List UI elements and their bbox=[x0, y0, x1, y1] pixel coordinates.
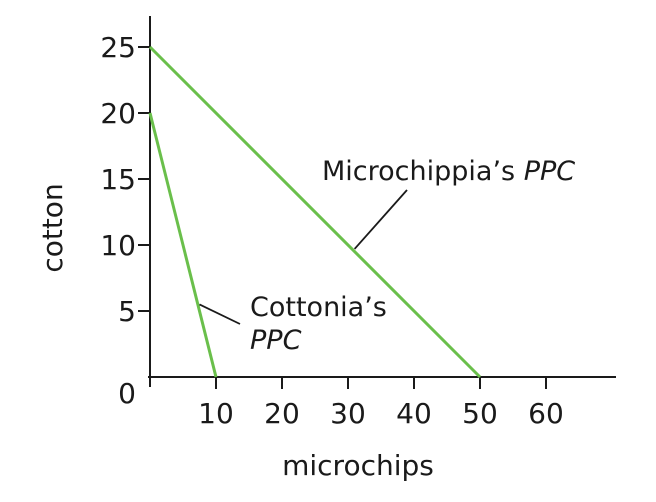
y-tick-label-20: 20 bbox=[100, 97, 136, 130]
x-axis-label: microchips bbox=[282, 449, 434, 482]
x-tick-label-60: 60 bbox=[528, 397, 564, 430]
series-layer bbox=[148, 45, 482, 379]
x-tick-label-50: 50 bbox=[462, 397, 498, 430]
x-tick-label-20: 20 bbox=[264, 397, 300, 430]
microchippia-ppc-line bbox=[148, 45, 482, 379]
microchippia-ppc-label-em: PPC bbox=[524, 156, 576, 187]
y-tick-label-25: 25 bbox=[100, 31, 136, 64]
y-tick-label-15: 15 bbox=[100, 163, 136, 196]
x-tick-label-10: 10 bbox=[198, 397, 234, 430]
cottonia-ppc-line bbox=[148, 112, 218, 378]
x-tick-label-30: 30 bbox=[330, 397, 366, 430]
y-axis-label: cotton bbox=[36, 183, 69, 272]
y-tick-label-10: 10 bbox=[100, 229, 136, 262]
cottonia-leader-line bbox=[199, 303, 241, 325]
microchippia-ppc-label-main: Microchippia’s bbox=[322, 156, 524, 187]
microchippia-ppc-label: Microchippia’s PPC bbox=[322, 156, 575, 187]
cottonia-ppc-label-em: PPC bbox=[250, 325, 302, 356]
ticks-layer: 5 10 15 20 25 10 20 30 40 50 60 bbox=[100, 31, 563, 430]
microchippia-leader-line bbox=[353, 189, 408, 250]
origin-label: 0 bbox=[118, 377, 136, 410]
cottonia-ppc-label-main: Cottonia’s bbox=[250, 292, 387, 323]
x-tick-label-40: 40 bbox=[396, 397, 432, 430]
y-tick-label-5: 5 bbox=[118, 295, 136, 328]
